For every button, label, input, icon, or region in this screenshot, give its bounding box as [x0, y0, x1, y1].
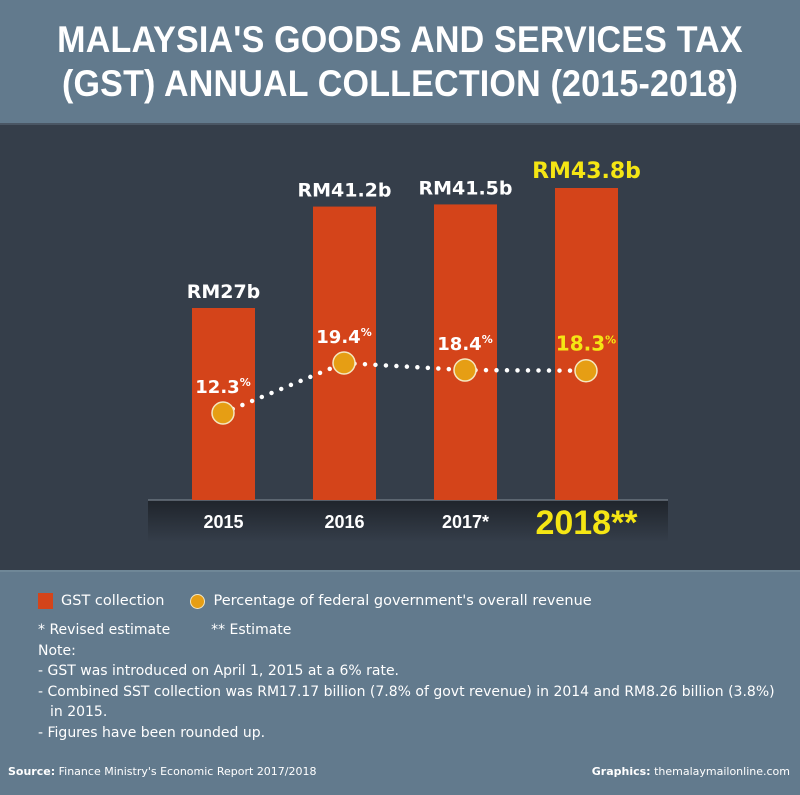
percentage-line-segment [220, 360, 347, 416]
percentage-dot [211, 401, 235, 425]
source-label: Source: [8, 765, 56, 778]
x-tick-label: 2017* [442, 512, 489, 532]
legend-dot-swatch [190, 593, 206, 609]
note-item: - GST was introduced on April 1, 2015 at… [38, 663, 400, 679]
bar-value-label: RM41.2b [297, 180, 391, 202]
legend-bar-label: GST collection [61, 593, 165, 609]
bar-value-label: RM43.8b [532, 159, 641, 184]
note-revised-estimate: * Revised estimate [38, 622, 171, 638]
bar-2017 [434, 204, 497, 500]
note-item: - Figures have been rounded up. [38, 724, 266, 741]
legend-dot-label: Percentage of federal government's overa… [213, 593, 592, 609]
source-text: Finance Ministry's Economic Report 2017/… [58, 765, 317, 778]
note-estimate: ** Estimate [211, 622, 292, 638]
bar-value-label: RM27b [187, 281, 261, 303]
title-line-2: (GST) ANNUAL COLLECTION (2015-2018) [62, 63, 738, 104]
percentage-label: 18.4% [437, 333, 492, 355]
percentage-line-segment [462, 367, 589, 373]
chart-panel [0, 123, 800, 572]
percentage-label: 12.3% [195, 376, 250, 398]
bar-value-label: RM41.5b [418, 177, 512, 199]
bar-2018 [555, 188, 618, 500]
note-item: - Combined SST collection was RM17.17 bi… [38, 683, 775, 700]
percentage-dot [453, 358, 477, 382]
percentage-line-segment [341, 360, 468, 373]
percentage-dot [332, 351, 356, 375]
chart-title: MALAYSIA'S GOODS AND SERVICES TAX (GST) … [32, 18, 768, 106]
percentage-dot [574, 358, 598, 383]
graphics-text: themalaymailonline.com [654, 765, 790, 778]
title-line-1: MALAYSIA'S GOODS AND SERVICES TAX [57, 19, 743, 60]
x-tick-label: 2016 [324, 512, 364, 532]
x-tick-label: 2015 [203, 512, 243, 532]
x-tick-label: 2018** [535, 504, 638, 542]
note-heading: Note: [38, 642, 76, 659]
chart-svg: RM27b 12.3% 2015 RM41.2b 19.4% 2016 RM41.5b 18.… [148, 159, 668, 542]
legend-bar-swatch [38, 593, 53, 609]
source-credit: Source: Finance Ministry's Economic Repo… [8, 765, 317, 778]
x-axis-band [148, 500, 668, 542]
percentage-label: 19.4% [316, 326, 371, 348]
graphics-label: Graphics: [591, 765, 651, 778]
legend: GST collection Percentage of federal gov… [38, 590, 592, 612]
note-item-continued: in 2015. [50, 704, 108, 720]
graphics-credit: Graphics: themalaymailonline.com [592, 765, 790, 778]
notes: * Revised estimate ** Estimate Note: - G… [34, 620, 775, 743]
